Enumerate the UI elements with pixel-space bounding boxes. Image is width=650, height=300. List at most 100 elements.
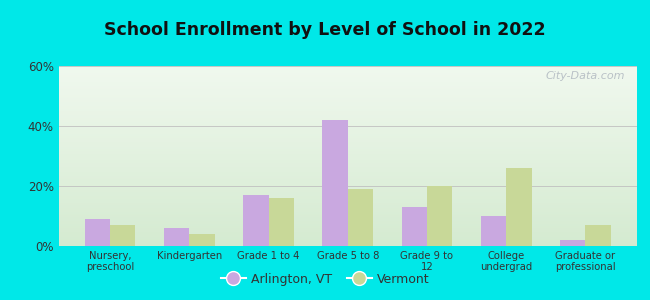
Bar [58,89,637,91]
Bar [58,199,637,201]
Bar [58,140,637,142]
Bar [268,198,294,246]
Bar [58,120,637,122]
Bar [58,75,637,77]
Bar [58,134,637,136]
Bar [58,107,637,109]
Bar [58,68,637,70]
Bar [58,154,637,156]
Bar [58,80,637,82]
Bar [58,71,637,73]
Bar [58,181,637,183]
Bar [58,242,637,244]
Bar [58,145,637,147]
Bar [58,226,637,228]
Bar [84,219,110,246]
Bar [58,122,637,124]
Bar [58,224,637,226]
Bar [348,189,373,246]
Text: City-Data.com: City-Data.com [546,71,625,81]
Bar [58,228,637,230]
Bar [481,216,506,246]
Bar [58,143,637,145]
Bar [243,195,268,246]
Bar [58,133,637,134]
Bar [402,207,427,246]
Bar [58,232,637,233]
Bar [58,163,637,165]
Bar [58,214,637,215]
Bar [58,217,637,219]
Bar [58,97,637,98]
Bar [58,208,637,210]
Bar [58,169,637,170]
Bar [58,79,637,80]
Bar [58,235,637,237]
Bar [58,86,637,88]
Bar [427,186,452,246]
Bar [58,129,637,131]
Bar [58,221,637,223]
Bar [58,223,637,224]
Bar [58,88,637,89]
Bar [58,176,637,178]
Bar [58,115,637,116]
Bar [58,230,637,232]
Bar [322,120,348,246]
Bar [58,219,637,221]
Bar [58,149,637,151]
Bar [58,196,637,197]
Bar [58,197,637,199]
Text: School Enrollment by Level of School in 2022: School Enrollment by Level of School in … [104,21,546,39]
Legend: Arlington, VT, Vermont: Arlington, VT, Vermont [216,268,434,291]
Bar [58,111,637,113]
Bar [58,158,637,160]
Bar [58,160,637,161]
Bar [58,93,637,95]
Bar [58,147,637,149]
Bar [58,156,637,158]
Bar [58,116,637,118]
Bar [58,237,637,239]
Bar [58,118,637,120]
Bar [58,170,637,172]
Bar [58,241,637,242]
Bar [58,178,637,179]
Bar [58,215,637,217]
Bar [58,192,637,194]
Bar [58,125,637,127]
Bar [506,168,532,246]
Bar [58,201,637,203]
Bar [58,95,637,97]
Bar [58,183,637,185]
Bar [58,165,637,167]
Bar [58,109,637,111]
Bar [58,151,637,152]
Bar [58,174,637,176]
Bar [110,225,135,246]
Bar [58,239,637,241]
Bar [58,190,637,192]
Bar [58,188,637,190]
Bar [58,142,637,143]
Bar [58,210,637,212]
Bar [58,70,637,71]
Bar [58,212,637,214]
Bar [58,206,637,208]
Bar [58,91,637,93]
Bar [58,161,637,163]
Bar [58,244,637,246]
Bar [58,84,637,86]
Bar [58,102,637,104]
Bar [58,82,637,84]
Bar [58,152,637,154]
Bar [58,194,637,196]
Bar [58,77,637,79]
Bar [164,228,189,246]
Bar [58,100,637,102]
Bar [560,240,586,246]
Bar [586,225,611,246]
Bar [58,138,637,140]
Bar [58,203,637,205]
Bar [58,187,637,188]
